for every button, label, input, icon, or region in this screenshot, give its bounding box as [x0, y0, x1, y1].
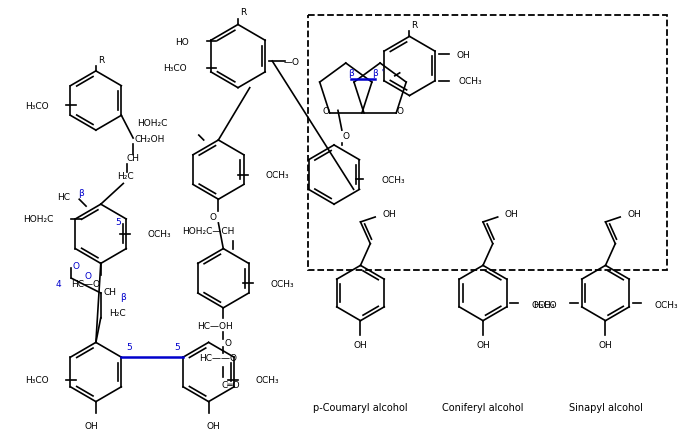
Text: O: O	[210, 213, 217, 222]
Text: OH: OH	[207, 421, 221, 430]
Text: H₂C: H₂C	[117, 171, 134, 181]
Text: 5: 5	[175, 342, 180, 351]
Text: R: R	[98, 56, 104, 64]
Text: Sinapyl alcohol: Sinapyl alcohol	[569, 401, 643, 411]
Text: β: β	[348, 69, 353, 78]
Text: OCH₃: OCH₃	[381, 176, 405, 184]
Text: R: R	[240, 8, 246, 17]
Text: 4: 4	[55, 279, 62, 288]
Text: β ': β '	[373, 69, 384, 78]
Text: H₃CO: H₃CO	[533, 301, 556, 309]
Text: OCH₃: OCH₃	[148, 230, 171, 239]
Text: HC—O: HC—O	[71, 279, 101, 288]
Text: OCH₃: OCH₃	[256, 375, 279, 385]
Text: OH: OH	[456, 50, 471, 59]
Text: HOH₂C—CH: HOH₂C—CH	[182, 227, 235, 236]
Text: OH: OH	[382, 209, 396, 218]
Text: HOH₂C: HOH₂C	[137, 118, 167, 128]
Text: HOH₂C: HOH₂C	[23, 215, 53, 224]
Text: 5: 5	[116, 218, 121, 227]
Text: OH: OH	[476, 340, 490, 349]
Text: OCH₃: OCH₃	[532, 301, 556, 309]
Text: O: O	[396, 107, 403, 115]
Text: OCH₃: OCH₃	[265, 171, 289, 180]
Text: OH: OH	[505, 209, 519, 218]
Text: H₃CO: H₃CO	[25, 375, 49, 385]
Text: O: O	[84, 271, 92, 280]
Text: H₃CO: H₃CO	[164, 64, 187, 73]
Text: OH: OH	[84, 421, 98, 430]
Text: β: β	[121, 293, 126, 302]
Text: HC——O: HC——O	[199, 353, 238, 362]
Text: CH: CH	[127, 154, 140, 163]
Text: β: β	[78, 188, 84, 197]
Text: O: O	[225, 338, 232, 347]
Text: HC: HC	[57, 192, 70, 201]
Text: CH₂OH: CH₂OH	[134, 134, 165, 143]
Text: R: R	[411, 21, 418, 30]
Text: CH: CH	[103, 287, 116, 296]
Text: —O: —O	[284, 57, 300, 66]
Text: C═O: C═O	[222, 381, 240, 389]
Text: O: O	[323, 107, 329, 115]
Text: OH: OH	[599, 340, 612, 349]
Text: O: O	[342, 131, 349, 140]
Text: OCH₃: OCH₃	[654, 301, 678, 309]
Text: O: O	[73, 261, 79, 270]
Text: Coniferyl alcohol: Coniferyl alcohol	[443, 401, 524, 411]
Text: OCH₃: OCH₃	[458, 77, 482, 86]
Text: OH: OH	[627, 209, 640, 218]
Text: OH: OH	[353, 340, 367, 349]
Text: 5: 5	[126, 342, 132, 351]
Text: p-Coumaryl alcohol: p-Coumaryl alcohol	[313, 401, 408, 411]
Text: OCH₃: OCH₃	[271, 279, 294, 288]
Text: HC—OH: HC—OH	[197, 321, 234, 330]
Text: HO: HO	[175, 38, 189, 47]
Text: H₃CO: H₃CO	[25, 102, 49, 111]
Text: H₂C: H₂C	[109, 309, 126, 318]
